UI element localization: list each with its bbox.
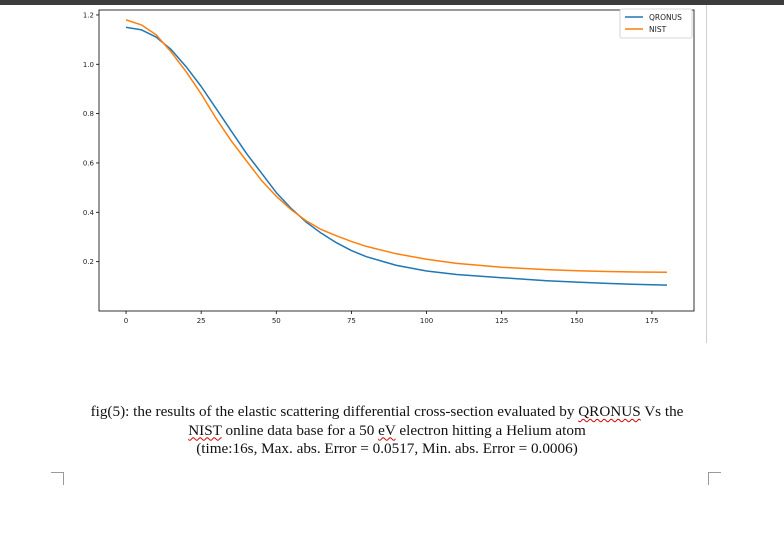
figure-caption: fig(5): the results of the elastic scatt… [40,403,734,459]
x-tick-label: 100 [420,317,433,325]
caption-word-nist[interactable]: NIST [188,421,222,439]
y-axis: 0.2 0.4 0.6 0.8 1.0 1.2 [83,11,99,266]
series-lines [125,19,668,286]
x-tick-label: 25 [197,317,206,325]
x-tick-label: 125 [495,317,508,325]
y-tick-label: 0.2 [83,258,94,266]
y-tick-label: 1.2 [83,11,94,19]
y-tick-label: 0.4 [83,209,95,217]
caption-word-ev[interactable]: eV [378,421,396,439]
caption-text-5: (time:16s, Max. abs. Error = 0.0517, Min… [196,440,578,457]
x-tick-label: 75 [347,317,356,325]
series-line-qronus [125,26,668,286]
legend-label-qronus: QRONUS [649,13,682,22]
plot-frame [98,9,695,312]
page-corner-mark-right [708,472,721,485]
y-tick-label: 1.0 [83,61,94,69]
y-tick-label: 0.8 [83,110,94,118]
x-tick-label: 150 [570,317,583,325]
x-tick-label: 0 [124,317,128,325]
caption-text-3: online data base for a 50 [221,421,379,439]
y-tick-label: 0.6 [83,159,95,167]
caption-text-1: fig(5): the results of the elastic scatt… [90,403,579,420]
caption-text-2: Vs the [640,403,684,420]
x-tick-label: 175 [645,317,658,325]
series-line-nist [125,19,668,274]
legend: QRONUS NIST [619,8,693,39]
x-tick-label: 50 [272,317,281,325]
page-margin-line [706,5,707,343]
page-corner-mark-left [51,472,64,485]
caption-word-qronus[interactable]: QRONUS [578,403,641,420]
caption-text-4: electron hitting a Helium atom [395,421,586,439]
document-page: 0.2 0.4 0.6 0.8 1.0 1.2 0 25 50 75 100 125 150 175 Q… [0,5,784,537]
window-top-bar [0,0,784,5]
x-axis: 0 25 50 75 100 125 150 175 [124,311,659,325]
legend-label-nist: NIST [649,25,667,34]
chart: 0.2 0.4 0.6 0.8 1.0 1.2 0 25 50 75 100 125 150 175 Q… [83,8,695,325]
